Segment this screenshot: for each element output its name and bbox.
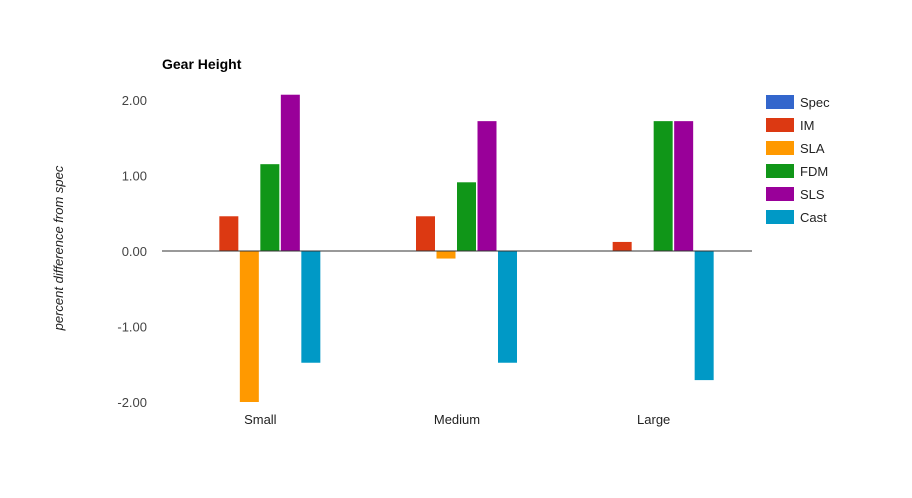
bar-cast-small	[301, 251, 321, 363]
legend-label-sla: SLA	[800, 141, 825, 156]
y-tick-label: -1.00	[117, 320, 147, 335]
chart-title: Gear Height	[162, 56, 242, 72]
bar-sls-small	[280, 94, 300, 251]
legend-label-sls: SLS	[800, 187, 825, 202]
bar-sla-small	[239, 251, 259, 402]
x-axis-categories: Small Medium Large	[244, 412, 670, 427]
legend-swatch-fdm	[766, 164, 794, 178]
y-axis-ticks: 2.00 1.00 0.00 -1.00 -2.00	[117, 93, 147, 410]
legend-label-im: IM	[800, 118, 814, 133]
legend-label-cast: Cast	[800, 210, 827, 225]
bar-sls-medium	[477, 121, 497, 251]
legend-swatch-sls	[766, 187, 794, 201]
legend-label-fdm: FDM	[800, 164, 828, 179]
legend-swatch-sla	[766, 141, 794, 155]
y-tick-label: 2.00	[122, 93, 147, 108]
y-tick-label: 0.00	[122, 244, 147, 259]
x-category-label: Medium	[434, 412, 480, 427]
bar-fdm-medium	[457, 182, 476, 251]
legend-label-spec: Spec	[800, 95, 830, 110]
bar-fdm-small	[260, 164, 280, 251]
x-category-label: Small	[244, 412, 277, 427]
bar-sla-medium	[436, 251, 456, 259]
bar-cast-large	[694, 251, 714, 381]
legend-swatch-cast	[766, 210, 794, 224]
legend: Spec IM SLA FDM SLS Cast	[766, 95, 830, 225]
bar-sls-large	[674, 121, 694, 251]
y-tick-label: 1.00	[122, 169, 147, 184]
y-axis-title: percent difference from spec	[51, 165, 66, 331]
legend-swatch-spec	[766, 95, 794, 109]
legend-swatch-im	[766, 118, 794, 132]
bar-im-small	[219, 216, 239, 251]
bar-cast-medium	[498, 251, 517, 363]
y-tick-label: -2.00	[117, 395, 147, 410]
bar-im-large	[612, 241, 632, 251]
bar-im-medium	[416, 216, 435, 251]
bar-fdm-large	[653, 121, 673, 251]
bars	[219, 94, 714, 402]
x-category-label: Large	[637, 412, 670, 427]
